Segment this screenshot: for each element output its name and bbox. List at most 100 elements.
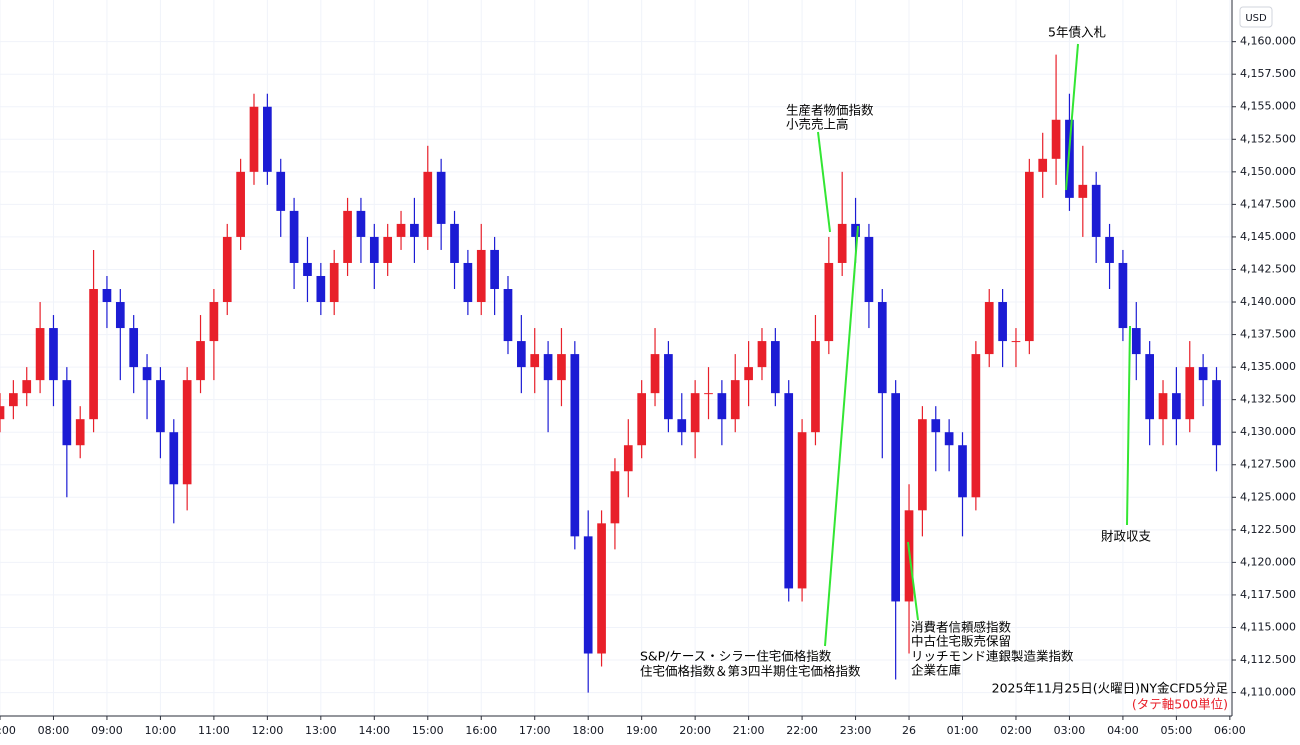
candle-body [530, 354, 540, 368]
candle-body [1078, 184, 1088, 198]
candle-body [944, 432, 954, 446]
candle-body [851, 223, 860, 237]
y-tick-label: 4,152.500 [1240, 132, 1296, 145]
y-tick-label: 4,127.500 [1240, 458, 1296, 471]
candle-body [784, 393, 794, 589]
candle-body [436, 171, 446, 224]
candle-body [0, 406, 5, 420]
annotation-line [824, 225, 859, 647]
candle-body [864, 236, 874, 303]
y-tick-label: 4,155.000 [1240, 100, 1296, 113]
annotation: 中古住宅販売保留 [911, 634, 1011, 649]
candle-body [169, 432, 179, 485]
y-tick-label: 4,110.000 [1240, 686, 1296, 699]
annotation-lines [817, 43, 1131, 647]
candle-body [316, 275, 326, 303]
candle-body [517, 341, 526, 368]
annotation: S&P/ケース・シラー住宅価格指数 [640, 649, 832, 664]
candle-body [209, 302, 219, 342]
candle-body [102, 289, 112, 303]
x-tick-label: 09:00 [91, 724, 123, 737]
y-tick-label: 4,147.500 [1240, 197, 1296, 210]
candle-body [49, 328, 58, 381]
caption: 2025年11月25日(火曜日)NY金CFD5分足 [992, 681, 1229, 696]
y-tick-label: 4,117.500 [1240, 588, 1296, 601]
candle-body [664, 354, 673, 420]
candle-body [1198, 367, 1208, 381]
candle-body [730, 380, 740, 420]
candle-body [89, 289, 98, 420]
candle-body [263, 106, 272, 172]
candle-body [1024, 171, 1034, 342]
candle-body [984, 302, 994, 355]
candle-body [343, 210, 352, 263]
candle-body [717, 393, 727, 420]
candle-body [650, 354, 660, 394]
candle-body [704, 393, 713, 395]
annotation-line [817, 131, 831, 233]
candle-body [877, 302, 887, 394]
x-tick-label: 07:00 [0, 724, 16, 737]
candle-body [236, 171, 245, 237]
candle-body [356, 210, 366, 237]
candle-body [918, 419, 927, 511]
candle-body [771, 341, 780, 394]
y-tick-label: 4,140.000 [1240, 295, 1296, 308]
candle-body [677, 419, 687, 433]
x-tick-label: 08:00 [38, 724, 70, 737]
currency-box[interactable] [1239, 6, 1273, 28]
candles [0, 54, 1221, 693]
candle-body [1038, 158, 1048, 172]
candle-body [22, 380, 32, 394]
candle-body [744, 367, 753, 381]
candle-body [156, 380, 165, 433]
y-tick-label: 4,125.000 [1240, 490, 1296, 503]
candle-body [1158, 393, 1168, 420]
x-tick-label: 12:00 [252, 724, 284, 737]
candle-body [115, 302, 125, 329]
x-tick-label: 10:00 [145, 724, 177, 737]
annotation: 住宅価格指数＆第3四半期住宅価格指数 [640, 664, 861, 679]
candle-body [1118, 262, 1128, 329]
x-tick-label: 01:00 [947, 724, 979, 737]
x-tick-label: 22:00 [786, 724, 818, 737]
annotation-line [907, 541, 919, 621]
y-tick-label: 4,115.000 [1240, 620, 1296, 633]
y-tick-label: 4,120.000 [1240, 555, 1296, 568]
candle-body [463, 262, 473, 303]
annotation: 5年債入札 [1048, 25, 1106, 40]
x-tick-label: 13:00 [305, 724, 337, 737]
candle-body [503, 289, 513, 342]
x-tick-label: 11:00 [198, 724, 230, 737]
candle-body [998, 302, 1007, 342]
x-tick-label: 03:00 [1054, 724, 1086, 737]
candle-body [276, 171, 286, 211]
currency: USD [1245, 13, 1267, 24]
x-tick-label: 04:00 [1107, 724, 1139, 737]
candle-body [637, 393, 647, 446]
x-tick-label: 19:00 [626, 724, 658, 737]
y-tick-label: 4,145.000 [1240, 230, 1296, 243]
candle-body [1172, 393, 1181, 420]
candle-body [891, 393, 901, 602]
x-tick-label: 17:00 [519, 724, 551, 737]
candle-body [797, 432, 807, 589]
candle-body [1131, 328, 1141, 355]
candle-body [303, 262, 312, 276]
price-axis [1232, 0, 1300, 745]
y-tick-label: 4,142.500 [1240, 262, 1296, 275]
candle-body [543, 354, 553, 381]
candle-body [196, 341, 205, 381]
x-tick-label: 20:00 [679, 724, 711, 737]
candle-body [958, 445, 967, 498]
candle-body [557, 354, 566, 381]
candle-body [931, 419, 941, 433]
candle-body [757, 341, 767, 368]
candle-body [1212, 380, 1221, 446]
candle-body [610, 471, 620, 524]
candle-body [1011, 341, 1021, 343]
candle-body [396, 223, 406, 237]
x-tick-label: 05:00 [1161, 724, 1193, 737]
candle-body [597, 523, 606, 654]
